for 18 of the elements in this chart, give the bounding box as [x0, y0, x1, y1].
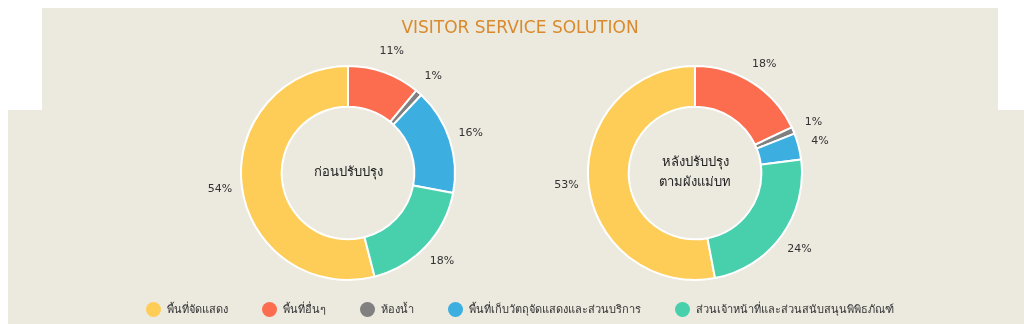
legend-label: พื้นที่เก็บวัตถุจัดแสดงและส่วนบริการ	[469, 300, 641, 318]
legend-label: พื้นที่จัดแสดง	[167, 300, 228, 318]
legend-label: พื้นที่อื่นๆ	[283, 300, 326, 318]
data-label: 18%	[751, 56, 777, 70]
data-label: 53%	[554, 178, 579, 191]
data-label: 11%	[379, 44, 404, 58]
data-label: 1%	[424, 69, 443, 83]
data-label: 16%	[458, 126, 483, 139]
text: ก่อนปรับปรุง	[313, 164, 383, 181]
data-label: 24%	[787, 241, 812, 255]
data-label: 18%	[429, 254, 455, 268]
data-label: 1%	[804, 114, 823, 128]
data-label: 4%	[811, 133, 829, 147]
legend-label: ห้องน้ำ	[381, 301, 414, 318]
data-label: 54%	[207, 182, 233, 196]
legend-label: ส่วนเจ้าหน้าที่และส่วนสนับสนุนพิพิธภัณฑ์	[696, 300, 894, 318]
chart-title: VISITOR SERVICE SOLUTION	[400, 17, 640, 37]
text: หลังปรับปรุง ตามผังแม่บท	[659, 154, 731, 190]
